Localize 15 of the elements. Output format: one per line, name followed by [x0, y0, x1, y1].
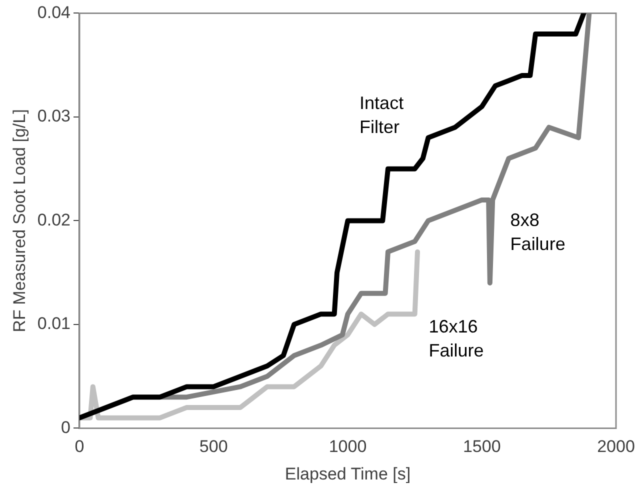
x-tick-label: 2000	[597, 437, 635, 456]
x-tick-label: 1500	[462, 437, 501, 456]
x-tick-label: 1000	[328, 437, 367, 456]
series-label: 8x8 Failure	[510, 210, 566, 254]
y-tick-label: 0.04	[37, 2, 70, 22]
y-axis-title: RF Measured Soot Load [g/L]	[10, 109, 29, 332]
x-tick-label: 0	[74, 437, 84, 456]
x-tick-label: 500	[199, 437, 228, 456]
series-label: 16x16 Failure	[428, 316, 484, 361]
x-axis-title: Elapsed Time [s]	[284, 464, 411, 484]
y-tick-label: 0.01	[37, 314, 70, 334]
series-label: Intact Filter	[360, 92, 404, 137]
y-tick-label: 0.03	[37, 106, 70, 126]
y-tick-label: 0.02	[37, 210, 70, 230]
y-tick-label: 0	[61, 418, 70, 437]
